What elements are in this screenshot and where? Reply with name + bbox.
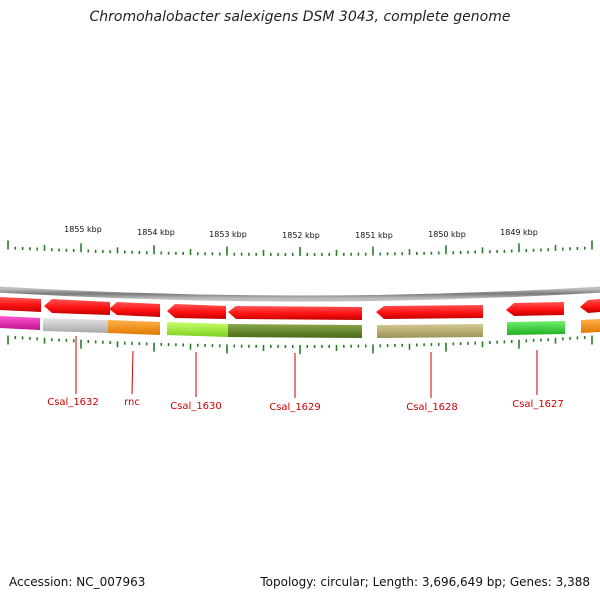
forward-cds <box>44 299 110 315</box>
tick-label: 1849 kbp <box>500 228 538 237</box>
gene-label[interactable]: Csal_1628 <box>406 402 458 413</box>
forward-cds <box>167 304 226 319</box>
tick-label: 1851 kbp <box>355 231 393 240</box>
leader-line <box>131 350 134 395</box>
gene-segment <box>167 322 228 337</box>
forward-cds <box>109 302 160 317</box>
gene-segment <box>228 324 362 338</box>
map-title: Chromohalobacter salexigens DSM 3043, co… <box>89 9 511 25</box>
accession-text: Accession: NC_007963 <box>9 575 146 589</box>
gene-segment <box>581 319 600 333</box>
gene-label[interactable]: rnc <box>124 397 140 408</box>
forward-cds <box>228 306 362 320</box>
forward-strand <box>0 297 600 320</box>
gene-label[interactable]: Csal_1630 <box>170 401 222 412</box>
tick-label: 1855 kbp <box>64 225 102 234</box>
forward-cds <box>376 305 483 319</box>
outer-tick-row <box>7 240 593 256</box>
inner-tick-row <box>7 335 593 354</box>
gene-label[interactable]: Csal_1627 <box>512 399 564 410</box>
tick-label: 1852 kbp <box>282 231 320 240</box>
gene-segment <box>507 321 565 335</box>
tick-label: 1850 kbp <box>428 230 466 239</box>
topology-summary: Topology: circular; Length: 3,696,649 bp… <box>260 575 590 589</box>
gene-label[interactable]: Csal_1632 <box>47 397 99 408</box>
gene-segment <box>377 324 483 338</box>
gene-segment <box>43 318 108 333</box>
forward-cds <box>0 297 41 312</box>
gene-label[interactable]: Csal_1629 <box>269 402 321 413</box>
leader-lines <box>75 336 538 398</box>
tick-label: 1854 kbp <box>137 228 175 237</box>
genome-backbone <box>0 286 600 302</box>
tick-label: 1853 kbp <box>209 230 247 239</box>
forward-cds <box>580 299 600 313</box>
forward-cds <box>506 302 564 316</box>
gene-segment <box>0 316 40 330</box>
gene-segment <box>108 320 160 335</box>
reverse-strand <box>0 316 600 338</box>
